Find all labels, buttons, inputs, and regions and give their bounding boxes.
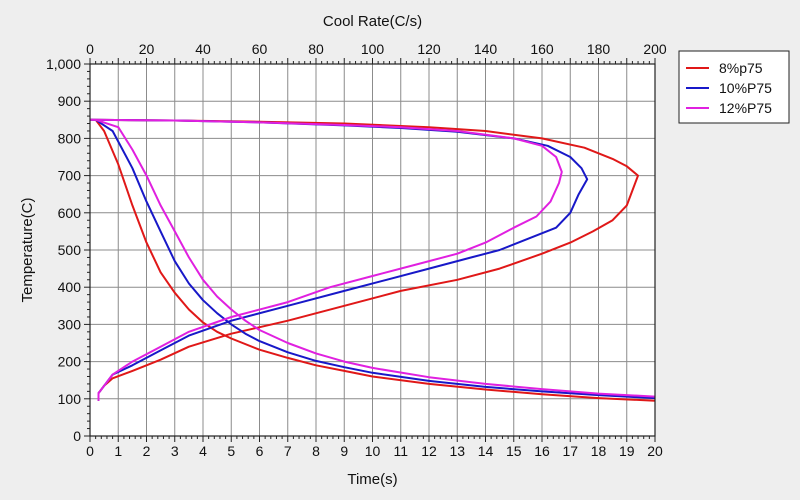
legend: 8%p75 10%P75 12%P75 [678, 50, 790, 124]
x2-tick-label: 40 [195, 41, 211, 57]
series-line-rate-12p75 [89, 118, 563, 401]
x-tick-label: 20 [647, 443, 663, 459]
x-tick-label: 4 [199, 443, 207, 459]
x2-tick-label: 20 [139, 41, 155, 57]
x-tick-label: 5 [227, 443, 235, 459]
y-tick-label: 600 [58, 205, 82, 221]
x-tick-label: 9 [340, 443, 348, 459]
y-tick-label: 500 [58, 242, 82, 258]
x2-tick-label: 120 [417, 41, 441, 57]
x-tick-label: 15 [506, 443, 522, 459]
y-tick-label: 800 [58, 130, 82, 146]
series-lines [89, 118, 656, 402]
legend-label-10p75: 10%P75 [719, 80, 772, 96]
x2-tick-label: 100 [361, 41, 385, 57]
x-tick-label: 10 [365, 443, 381, 459]
y-tick-label: 1,000 [46, 56, 81, 72]
x-tick-label: 7 [284, 443, 292, 459]
x-tick-label: 11 [393, 443, 408, 459]
bottom-axis-title: Time(s) [347, 471, 397, 488]
x2-tick-label: 60 [252, 41, 268, 57]
x-tick-label: 17 [562, 443, 578, 459]
top-axis-title: Cool Rate(C/s) [323, 13, 422, 30]
x-tick-label: 1 [114, 443, 122, 459]
y-tick-label: 900 [58, 93, 82, 109]
x-tick-label: 0 [86, 443, 94, 459]
x-tick-label: 13 [449, 443, 465, 459]
x2-tick-label: 80 [308, 41, 324, 57]
legend-box [678, 50, 790, 124]
y-tick-label: 100 [58, 391, 82, 407]
legend-label-8p75: 8%p75 [719, 60, 763, 76]
x-tick-label: 2 [143, 443, 151, 459]
y-tick-label: 0 [73, 428, 81, 444]
y-tick-label: 200 [58, 354, 82, 370]
series-line-time-12p75 [95, 118, 656, 398]
y-axis-title: Temperature(C) [19, 197, 36, 302]
x-tick-label: 8 [312, 443, 320, 459]
x2-tick-label: 180 [587, 41, 611, 57]
x-tick-label: 12 [421, 443, 437, 459]
x-tick-label: 18 [591, 443, 607, 459]
y-tick-label: 400 [58, 279, 82, 295]
series-line-time-8p75 [94, 119, 656, 402]
x-tick-label: 14 [478, 443, 494, 459]
plot-border [89, 63, 656, 437]
x-tick-label: 3 [171, 443, 179, 459]
x-tick-label: 16 [534, 443, 550, 459]
x2-tick-label: 140 [474, 41, 498, 57]
series-line-rate-8p75 [89, 118, 639, 401]
y-tick-label: 300 [58, 316, 82, 332]
x2-tick-label: 160 [530, 41, 554, 57]
x2-tick-label: 0 [86, 41, 94, 57]
y-tick-label: 700 [58, 168, 82, 184]
legend-label-12p75: 12%P75 [719, 100, 772, 116]
x-tick-label: 19 [619, 443, 635, 459]
x-tick-label: 6 [256, 443, 264, 459]
x2-tick-label: 200 [643, 41, 667, 57]
series-line-time-10p75 [95, 118, 656, 400]
